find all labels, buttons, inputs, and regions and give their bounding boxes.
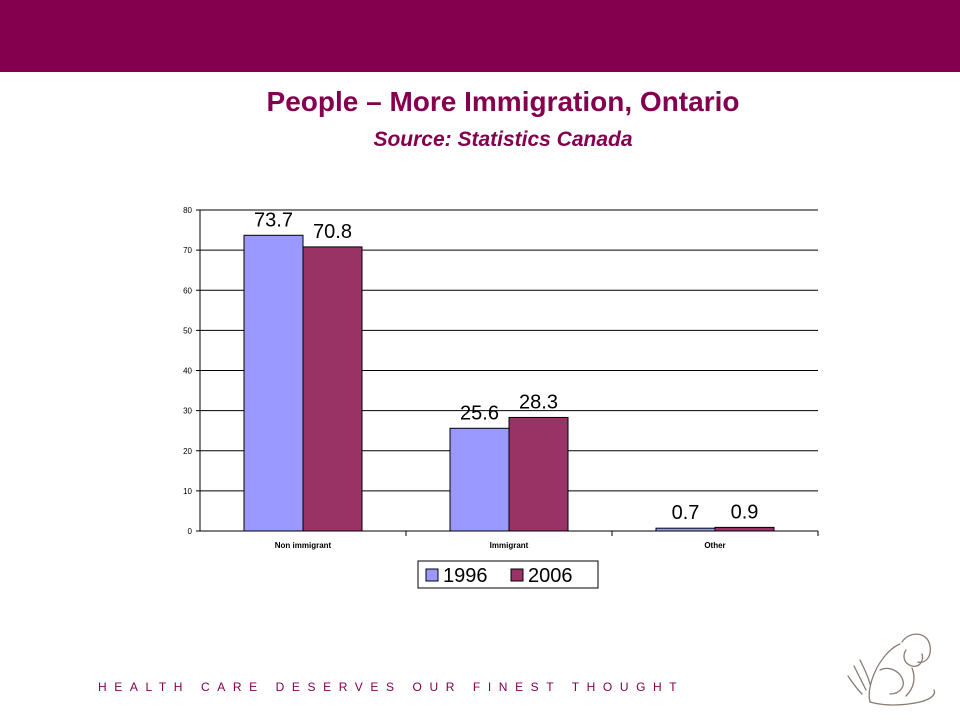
- y-tick-label: 20: [183, 447, 192, 456]
- data-label: 25.6: [460, 402, 499, 424]
- data-label: 73.7: [254, 209, 293, 231]
- page-title: People – More Immigration, Ontario: [266, 86, 740, 117]
- page-subtitle: Source: Statistics Canada: [373, 128, 633, 151]
- data-label: 0.9: [731, 501, 759, 523]
- header-band: [0, 0, 960, 72]
- data-label: 0.7: [672, 502, 700, 524]
- bar-1996-non-immigrant: [243, 234, 304, 532]
- legend-label-1996: 1996: [443, 565, 488, 587]
- bar-1996-immigrant: [449, 427, 510, 532]
- legend-swatch-2006: [510, 568, 524, 582]
- y-tick-label: 0: [188, 527, 193, 536]
- y-tick-label: 80: [183, 206, 192, 215]
- x-tick-label: Non immigrant: [275, 541, 332, 550]
- y-tick-label: 50: [183, 326, 192, 335]
- x-tick-label: Immigrant: [490, 541, 529, 550]
- bar-2006-non-immigrant: [302, 246, 363, 532]
- y-tick-label: 70: [183, 246, 192, 255]
- y-tick-label: 30: [183, 407, 192, 416]
- bar-2006-immigrant: [508, 416, 569, 532]
- data-label: 28.3: [519, 391, 558, 413]
- mother-child-logo-icon: [847, 633, 936, 706]
- y-tick-label: 40: [183, 367, 192, 376]
- bar-1996-other: [655, 527, 716, 532]
- legend-label-2006: 2006: [528, 565, 573, 587]
- data-label: 70.8: [313, 221, 352, 243]
- bar-2006-other: [714, 526, 775, 532]
- footer-tagline: HEALTH CARE DESERVES OUR FINEST THOUGHT: [98, 680, 685, 694]
- y-tick-label: 60: [183, 286, 192, 295]
- x-tick-label: Other: [704, 541, 725, 550]
- legend-box: [417, 560, 599, 589]
- legend-swatch-1996: [425, 568, 439, 582]
- y-tick-label: 10: [183, 487, 192, 496]
